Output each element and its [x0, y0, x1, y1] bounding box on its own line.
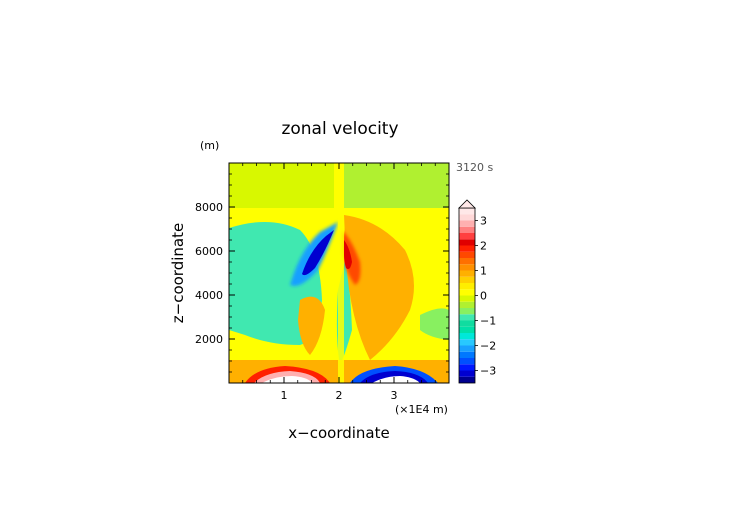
colorbar-band — [459, 358, 475, 365]
colorbar-band — [459, 264, 475, 271]
x-unit-label: (×1E4 m) — [395, 403, 448, 416]
colorbar-band — [459, 276, 475, 283]
y-tick-label: 2000 — [195, 333, 223, 346]
colorbar-band — [459, 208, 475, 215]
colorbar-band — [459, 251, 475, 258]
colorbar-tick-label: −3 — [480, 365, 496, 378]
x-axis-label: x−coordinate — [288, 424, 389, 442]
colorbar-tick-label: 2 — [480, 240, 487, 253]
colorbar-band — [459, 289, 475, 296]
x-tick-label: 1 — [281, 389, 288, 402]
colorbar-band — [459, 314, 475, 321]
x-tick-label: 2 — [336, 389, 343, 402]
colorbar-band — [459, 333, 475, 340]
negative-jet-core — [302, 230, 334, 276]
colorbar-tick-label: −2 — [480, 340, 496, 353]
time-label: 3120 s — [456, 161, 493, 174]
y-unit-label: (m) — [200, 139, 219, 152]
colorbar-band — [459, 270, 475, 277]
y-tick-label: 8000 — [195, 201, 223, 214]
upper-right-green-region — [344, 163, 449, 208]
colorbar-band — [459, 295, 475, 302]
colorbar-band — [459, 233, 475, 240]
colorbar-band — [459, 258, 475, 265]
lower-left-positive-max — [262, 376, 312, 383]
colorbar-band — [459, 220, 475, 227]
y-axis-label: z−coordinate — [169, 223, 187, 323]
colorbar: −3 −2 −1 0 1 2 3 — [458, 199, 496, 384]
colorbar-tick-label: 1 — [480, 265, 487, 278]
positive-jet-core — [343, 240, 352, 270]
colorbar-band — [459, 376, 475, 383]
y-tick-label: 4000 — [195, 289, 223, 302]
chart-title: zonal velocity — [281, 119, 398, 139]
colorbar-tick-label: 0 — [480, 290, 487, 303]
right-positive-lobe — [344, 215, 414, 360]
colorbar-band — [459, 301, 475, 308]
right-edge-lobe — [420, 308, 449, 340]
colorbar-band — [459, 214, 475, 221]
contour-field — [229, 163, 449, 383]
colorbar-band — [459, 364, 475, 371]
colorbar-band — [459, 239, 475, 246]
upper-left-light-region — [229, 163, 334, 208]
colorbar-band — [459, 339, 475, 346]
colorbar-extend-triangle — [458, 199, 476, 209]
central-divide — [338, 163, 344, 383]
colorbar-band — [459, 370, 475, 377]
colorbar-band — [459, 308, 475, 315]
x-tick-label: 3 — [391, 389, 398, 402]
colorbar-band — [459, 245, 475, 252]
colorbar-band — [459, 351, 475, 358]
x-axis-ticks: 1 2 3 — [242, 163, 436, 402]
colorbar-tick-label: −1 — [480, 315, 496, 328]
colorbar-band — [459, 326, 475, 333]
colorbar-tick-label: 3 — [480, 215, 487, 228]
y-axis-ticks: 2000 4000 6000 8000 — [195, 173, 449, 373]
colorbar-band — [459, 345, 475, 352]
colorbar-band — [459, 320, 475, 327]
left-lower-positive-lobe — [298, 296, 325, 355]
colorbar-band — [459, 283, 475, 290]
colorbar-band — [459, 226, 475, 233]
y-tick-label: 6000 — [195, 245, 223, 258]
